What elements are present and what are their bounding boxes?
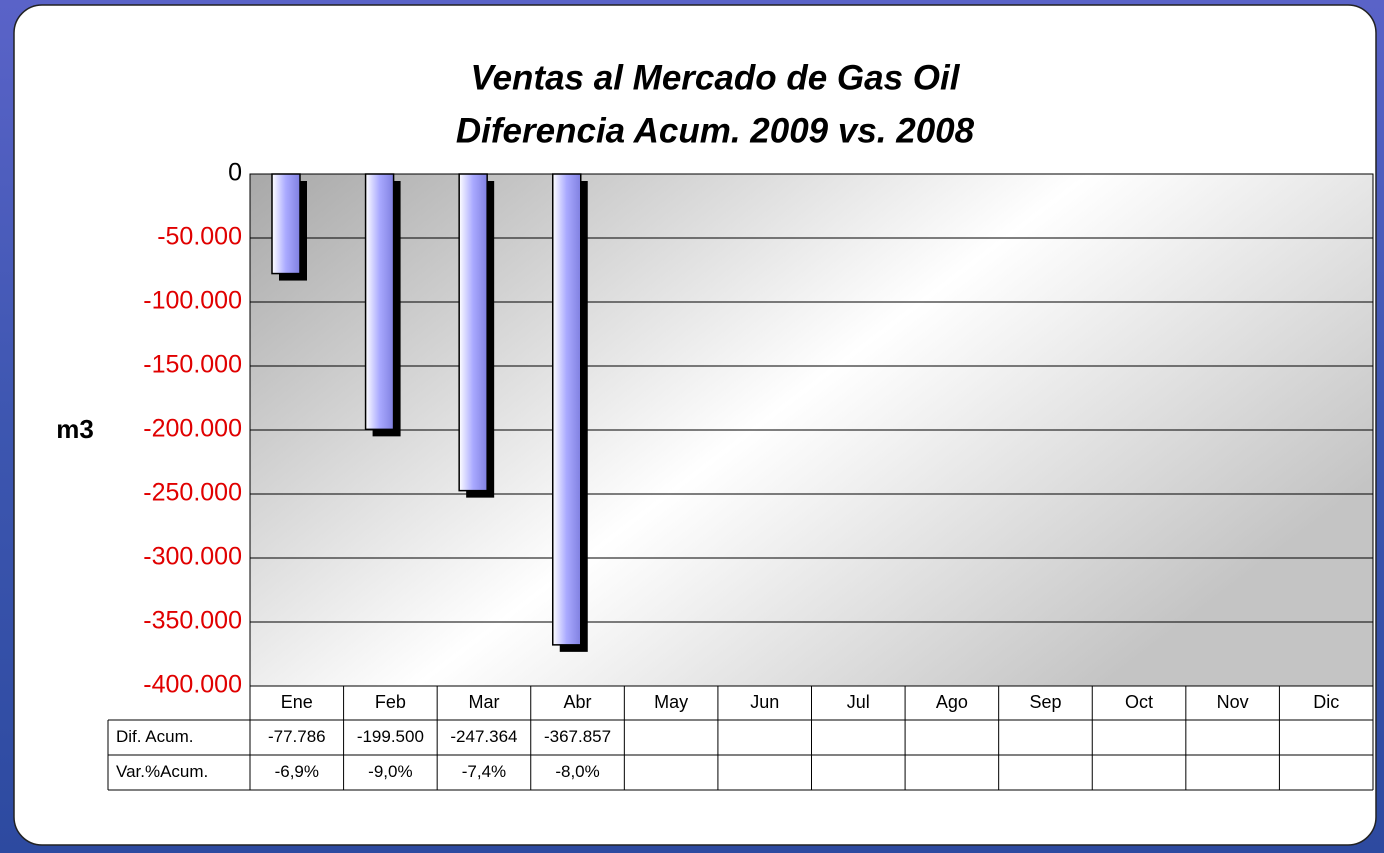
y-tick-label: -350.000 bbox=[143, 607, 242, 635]
y-tick-label: -200.000 bbox=[143, 415, 242, 443]
table-pct: -9,0% bbox=[368, 762, 412, 781]
x-tick-label: Ene bbox=[281, 692, 313, 712]
chart-title: Ventas al Mercado de Gas Oil bbox=[471, 58, 961, 97]
y-tick-label: -250.000 bbox=[143, 479, 242, 507]
x-tick-label: Feb bbox=[375, 692, 406, 712]
x-tick-label: Abr bbox=[564, 692, 592, 712]
y-axis-label: m3 bbox=[56, 414, 94, 444]
bar bbox=[364, 173, 395, 431]
bar bbox=[271, 173, 301, 275]
y-tick-label: 0 bbox=[228, 159, 242, 187]
bar bbox=[458, 173, 488, 492]
y-tick-label: -300.000 bbox=[143, 543, 242, 571]
x-tick-label: Mar bbox=[468, 692, 499, 712]
x-tick-label: Sep bbox=[1029, 692, 1061, 712]
chart-subtitle: Diferencia Acum. 2009 vs. 2008 bbox=[456, 111, 975, 150]
table-pct: -8,0% bbox=[555, 762, 599, 781]
x-tick-label: Ago bbox=[936, 692, 968, 712]
x-tick-label: May bbox=[654, 692, 688, 712]
x-tick-label: Jun bbox=[750, 692, 779, 712]
y-tick-label: -150.000 bbox=[143, 351, 242, 379]
x-tick-label: Jul bbox=[847, 692, 870, 712]
bar bbox=[552, 173, 582, 646]
table-pct: -7,4% bbox=[462, 762, 506, 781]
table-value: -367.857 bbox=[544, 727, 611, 746]
table-value: -247.364 bbox=[450, 727, 517, 746]
table-row-label: Var.%Acum. bbox=[116, 762, 208, 781]
x-tick-label: Oct bbox=[1125, 692, 1153, 712]
y-tick-label: -100.000 bbox=[143, 287, 242, 315]
y-tick-label: -50.000 bbox=[157, 223, 242, 251]
table-value: -77.786 bbox=[268, 727, 326, 746]
table-value: -199.500 bbox=[357, 727, 424, 746]
y-tick-label: -400.000 bbox=[143, 671, 242, 699]
table-pct: -6,9% bbox=[275, 762, 319, 781]
table-row-label: Dif. Acum. bbox=[116, 727, 193, 746]
x-tick-label: Dic bbox=[1313, 692, 1339, 712]
x-tick-label: Nov bbox=[1217, 692, 1249, 712]
